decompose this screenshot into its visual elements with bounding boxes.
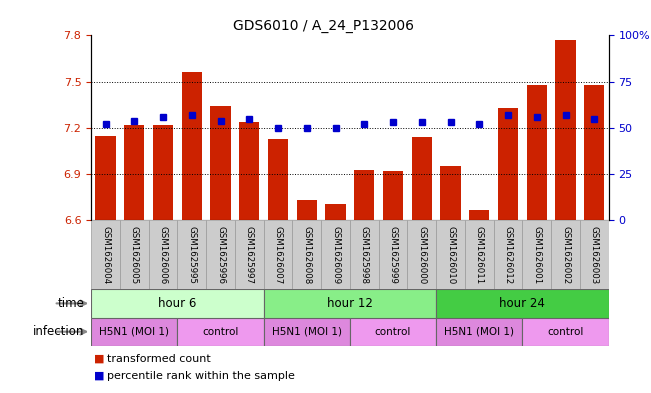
Bar bbox=[436, 289, 609, 318]
Bar bbox=[555, 40, 575, 220]
Bar bbox=[383, 171, 403, 220]
Text: H5N1 (MOI 1): H5N1 (MOI 1) bbox=[271, 327, 342, 337]
Text: GSM1625999: GSM1625999 bbox=[389, 226, 398, 284]
Text: time: time bbox=[58, 297, 85, 310]
Text: GSM1626012: GSM1626012 bbox=[504, 226, 512, 284]
Text: GSM1626005: GSM1626005 bbox=[130, 226, 139, 284]
Bar bbox=[264, 318, 350, 346]
Bar bbox=[354, 169, 374, 220]
Bar bbox=[292, 220, 321, 289]
Bar bbox=[120, 220, 148, 289]
Bar bbox=[239, 122, 259, 220]
Bar bbox=[441, 167, 461, 220]
Text: GSM1626008: GSM1626008 bbox=[302, 226, 311, 284]
Text: hour 12: hour 12 bbox=[327, 297, 373, 310]
Bar bbox=[91, 220, 120, 289]
Text: ■: ■ bbox=[94, 371, 105, 381]
Text: GSM1626007: GSM1626007 bbox=[273, 226, 283, 284]
Bar bbox=[210, 107, 230, 220]
Text: hour 6: hour 6 bbox=[158, 297, 197, 310]
Text: control: control bbox=[375, 327, 411, 337]
Text: GSM1626000: GSM1626000 bbox=[417, 226, 426, 284]
Bar bbox=[264, 289, 436, 318]
Bar bbox=[527, 85, 547, 220]
Bar bbox=[268, 139, 288, 220]
Text: H5N1 (MOI 1): H5N1 (MOI 1) bbox=[444, 327, 514, 337]
Bar bbox=[465, 220, 493, 289]
Bar bbox=[350, 318, 436, 346]
Bar bbox=[91, 318, 178, 346]
Bar bbox=[91, 289, 264, 318]
Bar bbox=[551, 220, 580, 289]
Text: GSM1626009: GSM1626009 bbox=[331, 226, 340, 284]
Text: infection: infection bbox=[33, 325, 85, 338]
Bar bbox=[182, 72, 202, 220]
Text: GSM1626004: GSM1626004 bbox=[101, 226, 110, 284]
Text: GSM1626010: GSM1626010 bbox=[446, 226, 455, 284]
Text: control: control bbox=[202, 327, 239, 337]
Bar bbox=[522, 220, 551, 289]
Bar bbox=[580, 220, 609, 289]
Bar bbox=[326, 204, 346, 220]
Text: GSM1626011: GSM1626011 bbox=[475, 226, 484, 284]
Bar bbox=[379, 220, 408, 289]
Bar bbox=[408, 220, 436, 289]
Text: GSM1625997: GSM1625997 bbox=[245, 226, 254, 284]
Bar bbox=[235, 220, 264, 289]
Text: GSM1625995: GSM1625995 bbox=[187, 226, 196, 284]
Text: control: control bbox=[547, 327, 584, 337]
Text: GSM1625998: GSM1625998 bbox=[360, 226, 368, 284]
Text: percentile rank within the sample: percentile rank within the sample bbox=[107, 371, 296, 381]
Text: GSM1625996: GSM1625996 bbox=[216, 226, 225, 284]
Bar bbox=[469, 210, 490, 220]
Bar bbox=[178, 318, 264, 346]
Bar bbox=[96, 136, 116, 220]
Bar bbox=[148, 220, 177, 289]
Bar bbox=[436, 220, 465, 289]
Bar bbox=[411, 137, 432, 220]
Bar bbox=[124, 125, 145, 220]
Bar bbox=[206, 220, 235, 289]
Bar bbox=[584, 85, 604, 220]
Bar bbox=[436, 318, 522, 346]
Text: GSM1626001: GSM1626001 bbox=[533, 226, 541, 284]
Text: GDS6010 / A_24_P132006: GDS6010 / A_24_P132006 bbox=[233, 19, 415, 33]
Bar bbox=[498, 108, 518, 220]
Text: transformed count: transformed count bbox=[107, 354, 211, 364]
Bar bbox=[264, 220, 292, 289]
Text: ■: ■ bbox=[94, 354, 105, 364]
Bar bbox=[350, 220, 379, 289]
Bar bbox=[178, 220, 206, 289]
Bar bbox=[522, 318, 609, 346]
Bar bbox=[493, 220, 522, 289]
Bar bbox=[153, 125, 173, 220]
Text: GSM1626006: GSM1626006 bbox=[159, 226, 167, 284]
Text: GSM1626003: GSM1626003 bbox=[590, 226, 599, 284]
Text: hour 24: hour 24 bbox=[499, 297, 546, 310]
Text: GSM1626002: GSM1626002 bbox=[561, 226, 570, 284]
Text: H5N1 (MOI 1): H5N1 (MOI 1) bbox=[99, 327, 169, 337]
Bar bbox=[297, 200, 317, 220]
Bar bbox=[321, 220, 350, 289]
